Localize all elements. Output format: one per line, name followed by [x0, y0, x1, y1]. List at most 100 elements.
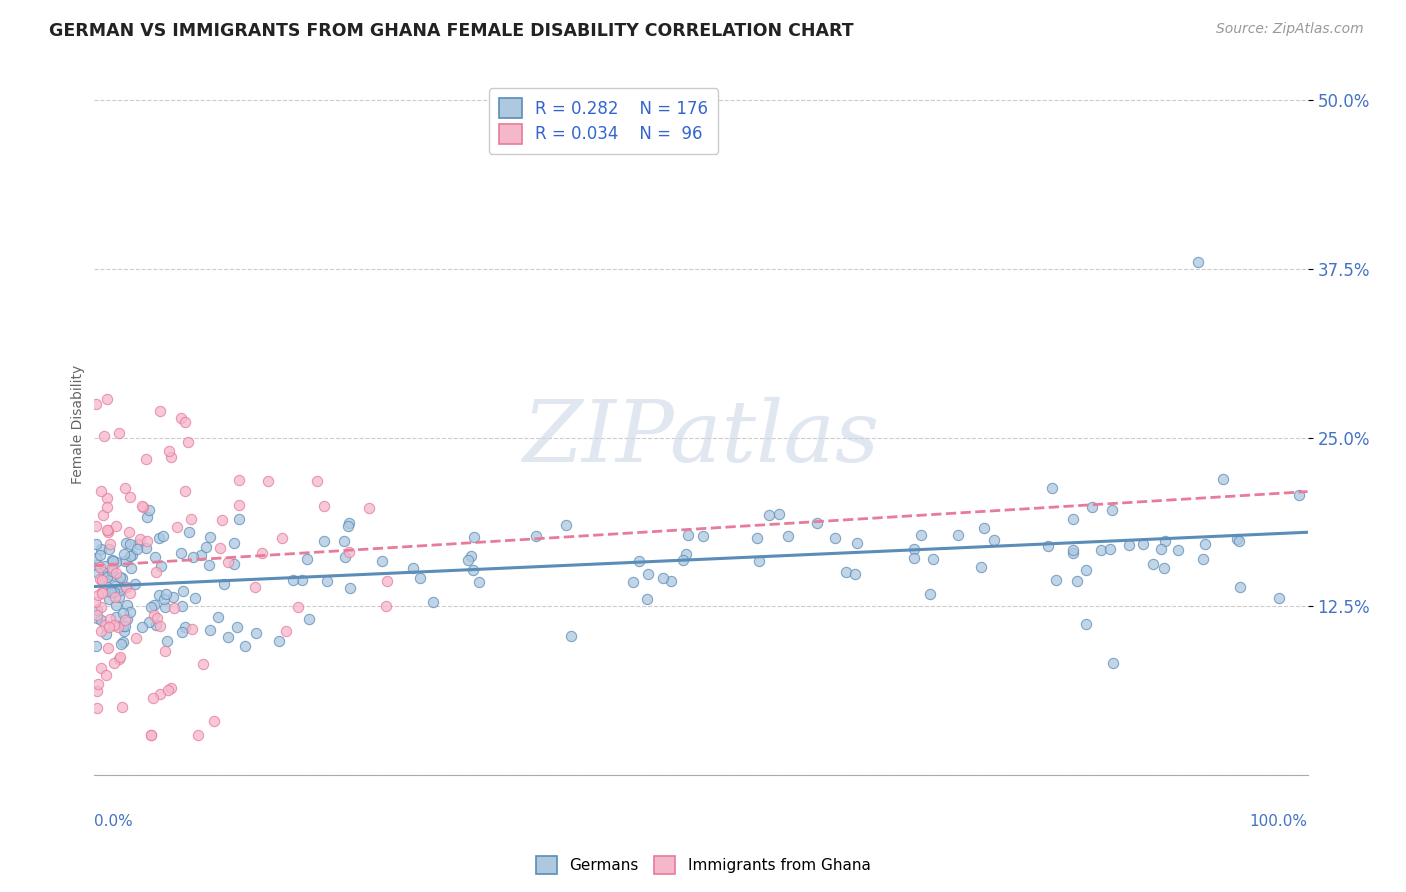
Point [312, 533, 335, 548]
Point [768, 507, 790, 521]
Point [86, 588, 108, 602]
Point [89, 559, 111, 574]
Point [1187, 255, 1209, 269]
Point [105, 583, 128, 598]
Point [402, 561, 425, 575]
Point [463, 563, 485, 577]
Point [132, 500, 155, 514]
Point [97, 620, 120, 634]
Point [233, 639, 256, 653]
Point [1194, 537, 1216, 551]
Point [107, 620, 129, 634]
Point [125, 631, 148, 645]
Point [659, 574, 682, 588]
Point [96, 523, 118, 537]
Point [983, 533, 1005, 547]
Point [110, 571, 132, 585]
Point [1150, 541, 1173, 556]
Point [748, 554, 770, 568]
Point [298, 612, 321, 626]
Point [163, 601, 186, 615]
Text: Source: ZipAtlas.com: Source: ZipAtlas.com [1216, 22, 1364, 37]
Point [149, 619, 172, 633]
Point [118, 605, 141, 619]
Legend: R = 0.282    N = 176, R = 0.034    N =  96: R = 0.282 N = 176, R = 0.034 N = 96 [489, 88, 718, 153]
Point [1066, 574, 1088, 589]
Point [156, 634, 179, 648]
Point [94, 618, 117, 632]
Point [170, 599, 193, 614]
Point [333, 534, 356, 549]
Point [98, 536, 121, 550]
Point [1167, 542, 1189, 557]
Point [142, 607, 165, 622]
Point [1074, 563, 1097, 577]
Point [120, 561, 142, 575]
Text: GERMAN VS IMMIGRANTS FROM GHANA FEMALE DISABILITY CORRELATION CHART: GERMAN VS IMMIGRANTS FROM GHANA FEMALE D… [49, 22, 853, 40]
Point [846, 536, 869, 550]
Point [1212, 472, 1234, 486]
Point [180, 622, 202, 636]
Point [333, 549, 356, 564]
Point [86, 558, 108, 573]
Point [131, 619, 153, 633]
Point [946, 527, 969, 541]
Point [1062, 546, 1084, 560]
Point [120, 490, 142, 504]
Point [142, 690, 165, 705]
Point [184, 591, 207, 605]
Point [305, 475, 328, 489]
Point [1074, 616, 1097, 631]
Point [245, 626, 267, 640]
Point [129, 532, 152, 546]
Point [910, 528, 932, 542]
Point [90, 613, 112, 627]
Point [312, 499, 335, 513]
Point [114, 481, 136, 495]
Point [207, 610, 229, 624]
Point [91, 565, 114, 579]
Point [271, 531, 294, 545]
Point [86, 683, 108, 698]
Point [198, 530, 221, 544]
Point [100, 564, 122, 578]
Point [121, 548, 143, 562]
Point [224, 535, 246, 549]
Point [170, 625, 193, 640]
Point [86, 611, 108, 625]
Point [145, 618, 167, 632]
Point [87, 566, 110, 580]
Point [157, 682, 180, 697]
Point [675, 548, 697, 562]
Point [84, 640, 107, 654]
Point [903, 551, 925, 566]
Point [101, 568, 124, 582]
Point [96, 627, 118, 641]
Point [468, 575, 491, 590]
Point [526, 529, 548, 543]
Point [104, 610, 127, 624]
Point [115, 580, 138, 594]
Point [162, 590, 184, 604]
Point [678, 528, 700, 542]
Point [200, 623, 222, 637]
Point [256, 475, 278, 489]
Point [170, 546, 193, 560]
Point [94, 574, 117, 589]
Point [103, 618, 125, 632]
Point [337, 518, 360, 533]
Point [89, 572, 111, 586]
Point [138, 503, 160, 517]
Point [228, 498, 250, 512]
Point [177, 434, 200, 449]
Point [217, 555, 239, 569]
Point [131, 500, 153, 514]
Point [1288, 488, 1310, 502]
Point [1118, 538, 1140, 552]
Point [181, 550, 204, 565]
Point [371, 554, 394, 568]
Point [970, 560, 993, 574]
Point [118, 586, 141, 600]
Point [148, 588, 170, 602]
Point [160, 450, 183, 465]
